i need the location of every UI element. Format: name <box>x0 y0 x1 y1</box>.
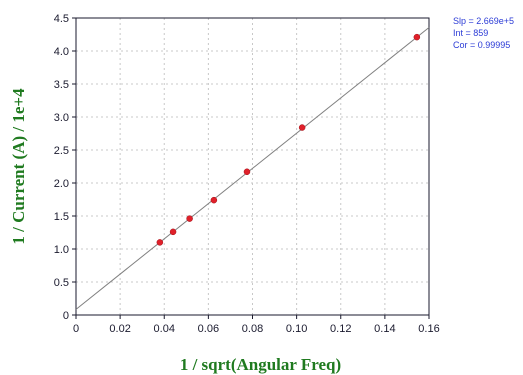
data-point <box>210 196 218 204</box>
x-axis-title: 1 / sqrt(Angular Freq) <box>180 355 341 374</box>
x-tick-label: 0.06 <box>198 323 219 335</box>
x-tick-label: 0 <box>73 323 79 335</box>
y-axis-title: 1 / Current (A) / 1e+4 <box>9 88 28 245</box>
y-tick-label: 2.5 <box>54 145 69 157</box>
data-point <box>243 168 251 176</box>
x-tick-label: 0.10 <box>286 323 307 335</box>
y-tick-label: 3.0 <box>54 112 69 124</box>
y-tick-label: 4.5 <box>54 13 69 25</box>
y-tick-label: 1.0 <box>54 244 69 256</box>
fit-line <box>75 27 430 310</box>
y-tick-label: 2.0 <box>54 178 69 190</box>
stat-slope: Slp = 2.669e+5 <box>453 16 514 26</box>
x-tick-label: 0.08 <box>242 323 263 335</box>
x-tick-label: 0.04 <box>154 323 175 335</box>
x-tick-label: 0.02 <box>109 323 130 335</box>
data-point <box>298 124 306 131</box>
y-tick-label: 0 <box>63 310 69 322</box>
x-tick-label: 0.14 <box>374 323 395 335</box>
data-point <box>169 228 177 236</box>
y-tick-label: 4.0 <box>54 46 69 58</box>
axes <box>72 17 430 319</box>
stat-correlation: Cor = 0.99995 <box>453 40 510 50</box>
y-tick-label: 3.5 <box>54 79 69 91</box>
stat-intercept: Int = 859 <box>453 28 488 38</box>
data-point <box>186 215 193 222</box>
y-tick-label: 0.5 <box>54 277 69 289</box>
tick-labels: 0 0.02 0.04 0.06 0.08 0.10 0.12 0.14 0.16 0 0.5 1.0… <box>54 13 440 335</box>
data-point <box>156 239 164 246</box>
x-tick-label: 0.12 <box>330 323 351 335</box>
data-point <box>413 33 421 41</box>
plot-frame <box>75 17 430 316</box>
data-points <box>156 33 421 246</box>
x-tick-label: 0.16 <box>418 323 439 335</box>
grid <box>76 18 429 315</box>
y-tick-label: 1.5 <box>54 211 69 223</box>
